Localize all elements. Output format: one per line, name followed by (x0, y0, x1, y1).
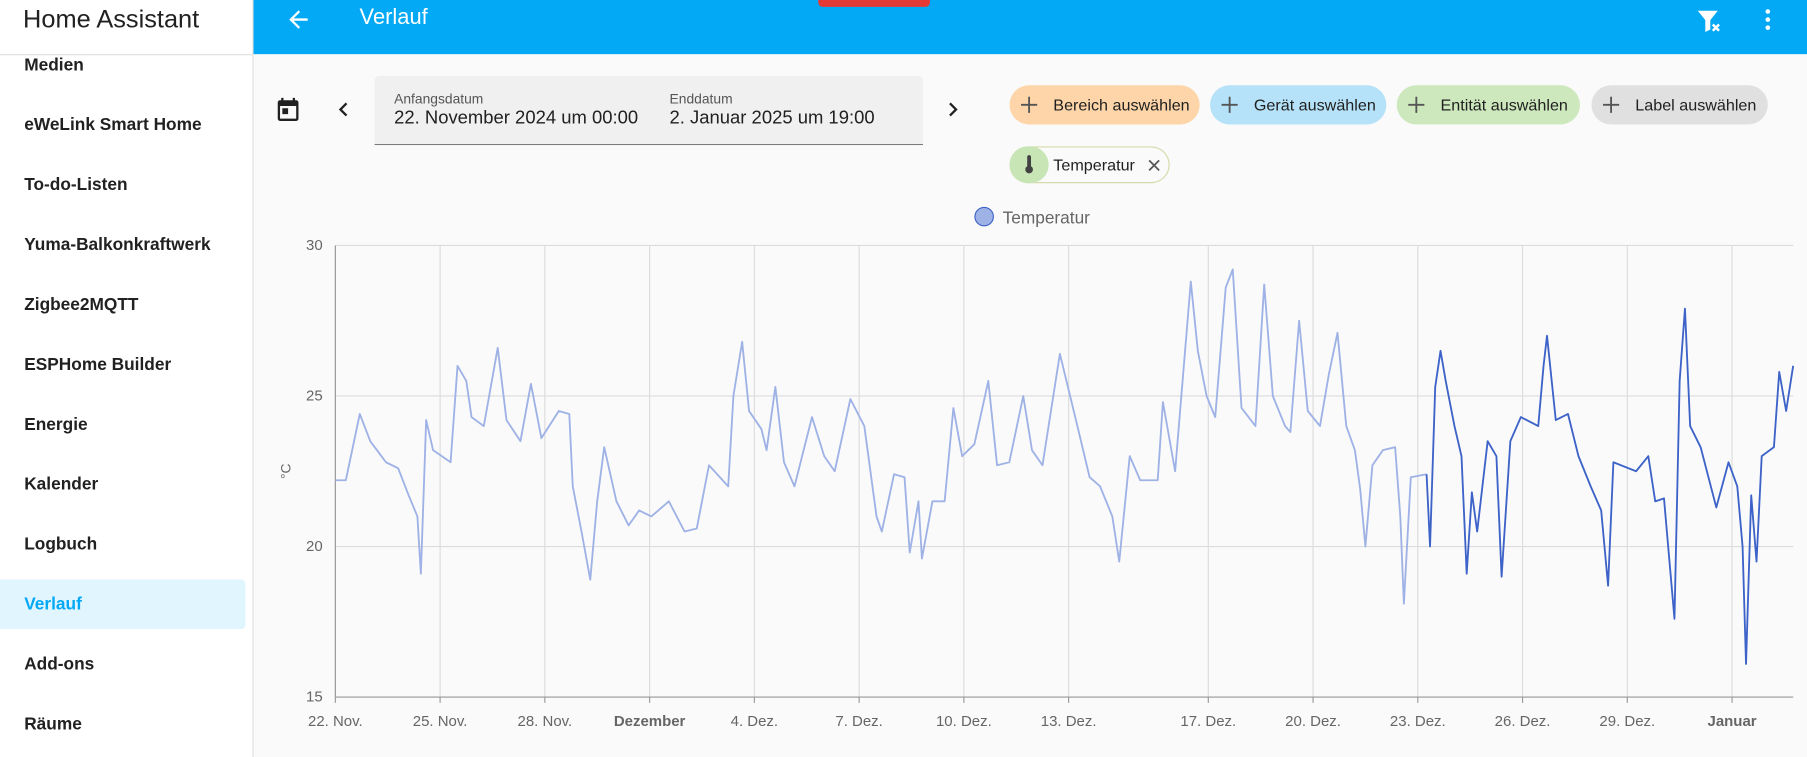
calendar-button[interactable] (274, 96, 302, 124)
filter-chip[interactable]: Label auswählen (1591, 85, 1768, 125)
x-tick-label: 28. Nov. (518, 713, 573, 730)
menu-item[interactable]: Räume (24, 714, 82, 734)
menu-button[interactable] (1754, 6, 1782, 34)
plus-icon (1021, 96, 1038, 113)
x-tick-label: 20. Dez. (1285, 713, 1341, 730)
x-tick-label: 7. Dez. (835, 713, 882, 730)
x-tick-label: 22. Nov. (308, 713, 363, 730)
x-tick-label: Dezember (614, 713, 686, 730)
end-label: Enddatum (669, 91, 733, 108)
back-button[interactable] (285, 6, 313, 34)
plus-icon (1408, 96, 1425, 113)
thermometer-icon (1025, 155, 1033, 174)
y-tick-label: 30 (306, 237, 323, 254)
filter-chip[interactable]: Gerät auswählen (1210, 85, 1387, 125)
filter-chip-label: Gerät auswählen (1253, 95, 1376, 115)
x-tick-label: 4. Dez. (731, 713, 778, 730)
y-axis-label: °C (277, 463, 293, 479)
menu-item[interactable]: Zigbee2MQTT (24, 294, 139, 315)
start-date: 22. November 2024 um 00:00 (394, 108, 639, 128)
app-title: Home Assistant (23, 4, 200, 34)
x-tick-label: 26. Dez. (1495, 713, 1551, 730)
x-tick-label: Januar (1708, 713, 1757, 730)
menu-item[interactable]: Medien (24, 55, 84, 75)
x-tick-label: 17. Dez. (1180, 713, 1236, 730)
end-date: 2. Januar 2025 um 19:00 (669, 108, 875, 128)
x-tick-label: 29. Dez. (1599, 713, 1655, 730)
legend-label: Temperatur (1003, 208, 1091, 228)
notice-badge[interactable] (818, 0, 931, 7)
data-line (1425, 307, 1795, 665)
filter-chip[interactable]: Entität auswählen (1396, 85, 1580, 125)
selected-background (0, 579, 246, 630)
next-button[interactable] (939, 96, 967, 124)
x-tick-label: 10. Dez. (936, 713, 992, 730)
y-tick-label: 15 (306, 689, 323, 706)
start-label: Anfangsdatum (394, 91, 484, 108)
x-tick-label: 25. Nov. (413, 713, 468, 730)
clear-filter-button[interactable] (1694, 6, 1724, 36)
y-tick-label: 25 (306, 388, 323, 405)
data-line (335, 268, 1427, 605)
filter-chip-label: Entität auswählen (1440, 95, 1568, 115)
menu-item[interactable]: Energie (24, 414, 88, 435)
x-tick-label: 23. Dez. (1390, 713, 1446, 730)
menu-item[interactable]: Logbuch (24, 534, 98, 555)
menu-item[interactable]: ESPHome Builder (24, 354, 172, 375)
date-range-picker[interactable] (374, 76, 924, 146)
divider (0, 54, 253, 56)
plus-icon (1221, 96, 1238, 113)
y-tick-label: 20 (306, 538, 323, 555)
menu-item[interactable]: Yuma-Balkonkraftwerk (24, 235, 211, 255)
menu-item[interactable]: Verlauf (24, 594, 82, 615)
menu-item[interactable]: eWeLink Smart Home (24, 115, 202, 135)
filter-chip-label: Bereich auswählen (1053, 95, 1190, 115)
plus-icon (1603, 96, 1620, 113)
filter-chip[interactable]: Bereich auswählen (1009, 85, 1200, 125)
selected-chip-label: Temperatur (1053, 155, 1135, 174)
menu-item[interactable]: To-do-Listen (24, 175, 128, 195)
previous-button[interactable] (330, 96, 358, 124)
chart: 15 20 25 30 22. Nov. 25. Nov. 28. Nov. Dezember… (277, 206, 1795, 730)
filter-chip-label: Label auswählen (1635, 95, 1757, 115)
remove-chip[interactable] (1147, 158, 1162, 173)
legend-swatch (974, 206, 994, 227)
top-bar (253, 0, 1807, 55)
menu-item[interactable]: Add-ons (24, 654, 95, 675)
menu-item[interactable]: Kalender (24, 474, 99, 495)
page-title: Verlauf (359, 5, 428, 30)
x-tick-label: 13. Dez. (1041, 713, 1097, 730)
sidebar: Home Assistant Medien eWeLink Smart Home T… (0, 0, 254, 757)
